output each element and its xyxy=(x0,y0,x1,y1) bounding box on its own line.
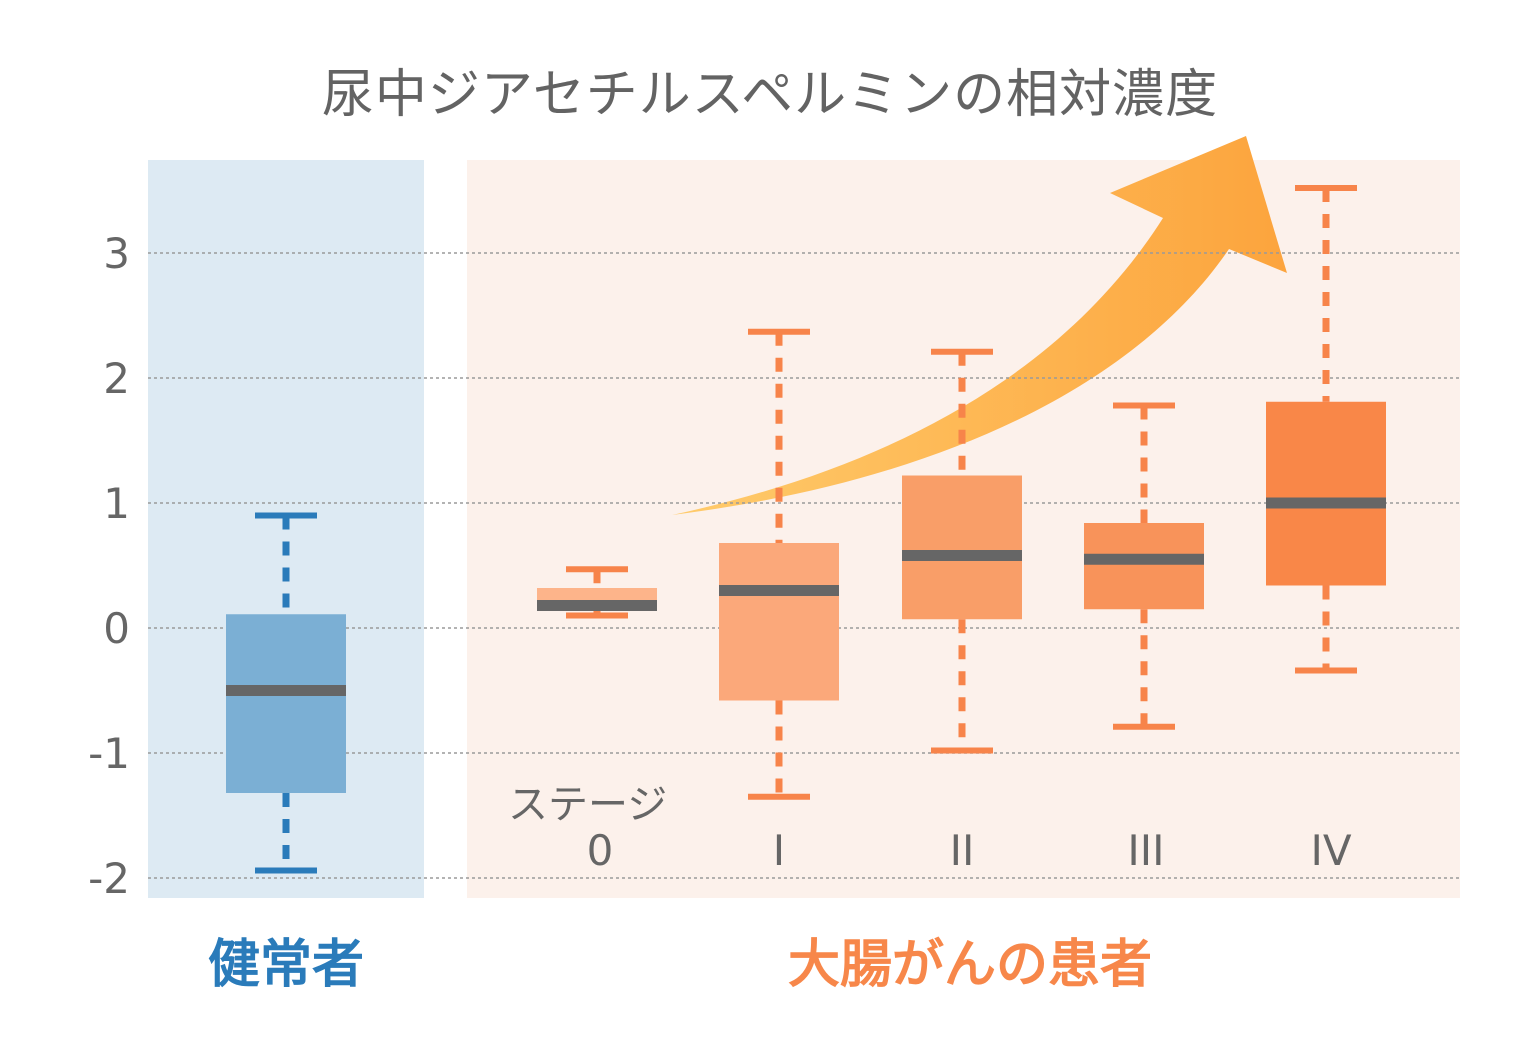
x-tick-label-stage: IV xyxy=(1310,826,1352,875)
upper-whisker-cap xyxy=(748,328,810,335)
group-label-cancer: 大腸がんの患者 xyxy=(787,935,1152,995)
gridlines xyxy=(148,252,1460,879)
upper-whisker-cap xyxy=(1295,185,1357,191)
box-iqr xyxy=(1266,401,1386,586)
lower-whisker-cap xyxy=(1295,667,1357,674)
lower-whisker-cap xyxy=(255,867,317,874)
median-bar xyxy=(226,685,346,696)
box-plot-III xyxy=(1084,402,1204,730)
x-tick-label-stage: III xyxy=(1127,826,1165,875)
box-plot-健常者 xyxy=(226,512,346,874)
lower-whisker-cap xyxy=(931,747,993,754)
median-bar xyxy=(537,600,657,611)
upper-whisker-cap xyxy=(931,348,993,355)
trend-arrow-icon xyxy=(672,136,1287,515)
lower-whisker-cap xyxy=(566,612,628,619)
box-plot-IV xyxy=(1266,185,1386,674)
chart-title: 尿中ジアセチルスペルミンの相対濃度 xyxy=(321,65,1219,125)
box-plot-0 xyxy=(537,566,657,619)
lower-whisker-cap xyxy=(748,793,810,800)
median-bar xyxy=(1084,553,1204,565)
x-tick-label-stage: I xyxy=(772,826,786,875)
box-plot-I xyxy=(719,328,839,800)
box-plot-II xyxy=(902,348,1022,754)
y-tick-label: -1 xyxy=(88,729,130,778)
upper-whisker-cap xyxy=(566,566,628,573)
y-tick-label: 2 xyxy=(103,354,130,403)
median-bar xyxy=(902,550,1022,561)
group-label-healthy: 健常者 xyxy=(207,935,364,995)
median-bar xyxy=(1266,497,1386,509)
x-tick-label-stage: 0 xyxy=(586,826,614,875)
lower-whisker-cap xyxy=(1113,723,1175,730)
median-bar xyxy=(719,585,839,596)
x-tick-label-stage: II xyxy=(949,826,975,875)
box-iqr xyxy=(226,614,346,793)
y-tick-label: -2 xyxy=(88,854,130,903)
box-plots xyxy=(226,185,1386,874)
box-iqr xyxy=(1084,523,1204,610)
x-axis-caption: ステージ xyxy=(508,782,668,828)
y-tick-label: 1 xyxy=(103,479,130,528)
upper-whisker-cap xyxy=(255,512,317,519)
y-tick-label: 3 xyxy=(103,229,130,278)
box-iqr xyxy=(719,543,839,701)
y-tick-label: 0 xyxy=(103,604,130,653)
box-iqr xyxy=(902,475,1022,620)
upper-whisker-cap xyxy=(1113,402,1175,409)
